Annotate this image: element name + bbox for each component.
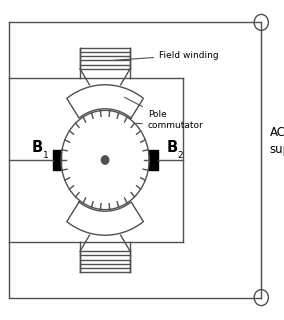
Text: AC/DC
supply: AC/DC supply	[270, 126, 284, 156]
Circle shape	[101, 156, 109, 164]
Bar	[53, 150, 61, 170]
Text: Pole: Pole	[125, 97, 166, 119]
Text: B: B	[166, 140, 178, 155]
Text: 1: 1	[43, 151, 48, 160]
Bar	[149, 150, 158, 170]
Text: B: B	[31, 140, 43, 155]
Text: 2: 2	[178, 151, 183, 160]
Text: Field winding: Field winding	[114, 51, 219, 60]
Text: commutator: commutator	[136, 121, 203, 130]
